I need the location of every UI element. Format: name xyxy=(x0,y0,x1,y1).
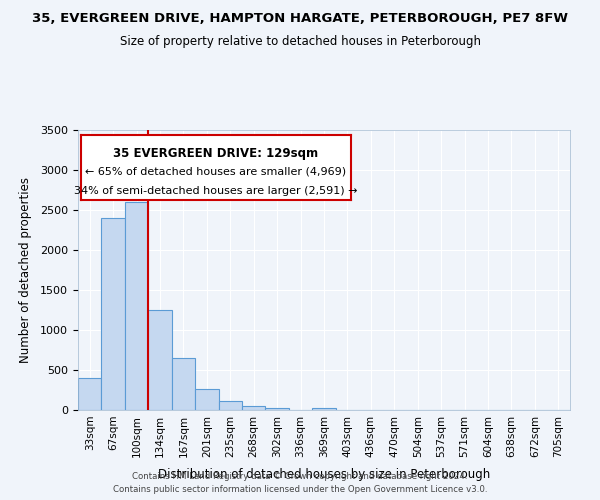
Text: Contains public sector information licensed under the Open Government Licence v3: Contains public sector information licen… xyxy=(113,485,487,494)
Y-axis label: Number of detached properties: Number of detached properties xyxy=(19,177,32,363)
Text: 34% of semi-detached houses are larger (2,591) →: 34% of semi-detached houses are larger (… xyxy=(74,186,358,196)
Bar xyxy=(172,358,195,410)
Bar xyxy=(101,218,125,410)
Text: 35 EVERGREEN DRIVE: 129sqm: 35 EVERGREEN DRIVE: 129sqm xyxy=(113,146,319,160)
Bar xyxy=(312,408,336,410)
Bar xyxy=(218,401,242,410)
Bar xyxy=(195,389,218,410)
Text: 35, EVERGREEN DRIVE, HAMPTON HARGATE, PETERBOROUGH, PE7 8FW: 35, EVERGREEN DRIVE, HAMPTON HARGATE, PE… xyxy=(32,12,568,26)
Bar xyxy=(78,378,101,410)
Bar xyxy=(148,310,172,410)
Bar xyxy=(242,406,265,410)
Bar xyxy=(265,408,289,410)
Bar xyxy=(125,202,148,410)
Text: Contains HM Land Registry data © Crown copyright and database right 2024.: Contains HM Land Registry data © Crown c… xyxy=(132,472,468,481)
Text: Size of property relative to detached houses in Peterborough: Size of property relative to detached ho… xyxy=(119,35,481,48)
Text: ← 65% of detached houses are smaller (4,969): ← 65% of detached houses are smaller (4,… xyxy=(85,166,347,176)
X-axis label: Distribution of detached houses by size in Peterborough: Distribution of detached houses by size … xyxy=(158,468,490,481)
